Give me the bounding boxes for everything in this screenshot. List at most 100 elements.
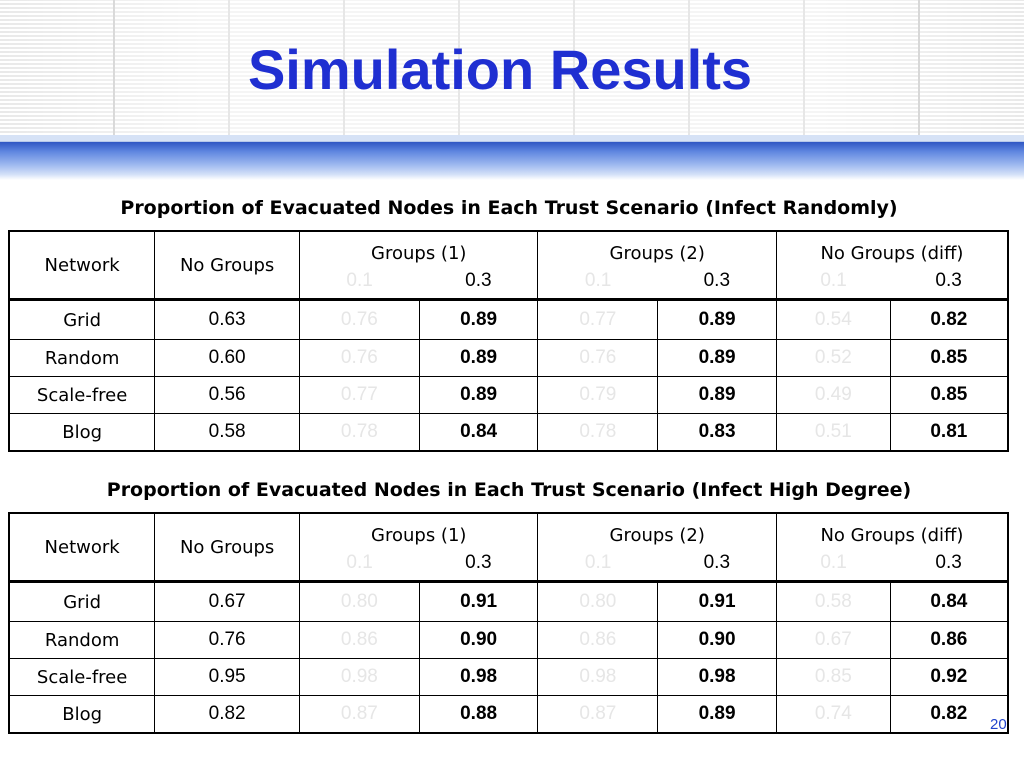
cell-no-groups: 0.95 xyxy=(154,658,300,696)
header-divider-light xyxy=(0,135,1024,142)
cell-no-groups: 0.63 xyxy=(154,298,300,340)
table-row: Blog 0.58 0.78 0.84 0.78 0.83 0.51 0.81 xyxy=(8,413,1009,452)
subheader-0.3: 0.3 xyxy=(419,264,539,300)
cell-groups1-0.3: 0.90 xyxy=(418,621,539,659)
table2-caption: Proportion of Evacuated Nodes in Each Tr… xyxy=(106,479,912,501)
cell-groups1-0.1: 0.76 xyxy=(299,298,420,340)
header-network: Network xyxy=(8,230,156,300)
table-row: Random 0.76 0.86 0.90 0.86 0.90 0.67 0.8… xyxy=(8,621,1009,659)
cell-diff-0.3: 0.81 xyxy=(889,413,1009,452)
cell-groups1-0.3: 0.89 xyxy=(418,376,539,414)
cell-groups1-0.1: 0.78 xyxy=(299,413,420,452)
subheader-0.1: 0.1 xyxy=(299,546,420,582)
cell-diff-0.3: 0.82 xyxy=(889,298,1009,340)
cell-groups1-0.3: 0.84 xyxy=(418,413,539,452)
cell-network: Scale-free xyxy=(8,376,156,414)
cell-no-groups: 0.58 xyxy=(154,413,300,452)
cell-network: Grid xyxy=(8,580,156,622)
table-row: Grid 0.63 0.76 0.89 0.77 0.89 0.54 0.82 xyxy=(8,298,1009,340)
subheader-0.1: 0.1 xyxy=(537,264,658,300)
header-divider-blue-band xyxy=(0,142,1024,180)
cell-groups1-0.3: 0.91 xyxy=(418,580,539,622)
subheader-0.3: 0.3 xyxy=(657,546,777,582)
cell-no-groups: 0.60 xyxy=(154,339,300,377)
cell-groups1-0.3: 0.89 xyxy=(418,298,539,340)
cell-diff-0.1: 0.54 xyxy=(775,298,891,340)
table-row: Grid 0.67 0.80 0.91 0.80 0.91 0.58 0.84 xyxy=(8,580,1009,622)
table-row: Scale-free 0.56 0.77 0.89 0.79 0.89 0.49… xyxy=(8,376,1009,414)
subheader-0.3: 0.3 xyxy=(890,546,1009,582)
cell-groups2-0.1: 0.80 xyxy=(537,580,659,622)
cell-network: Random xyxy=(8,339,156,377)
table-row: Scale-free 0.95 0.98 0.98 0.98 0.98 0.85… xyxy=(8,658,1009,696)
cell-no-groups: 0.82 xyxy=(154,695,300,734)
cell-diff-0.3: 0.85 xyxy=(889,376,1009,414)
cell-groups2-0.3: 0.90 xyxy=(657,621,777,659)
table2-infect-high-degree: Network No Groups Groups (1) Groups (2) … xyxy=(8,512,1009,734)
cell-diff-0.1: 0.74 xyxy=(775,695,891,734)
header-groups-1: Groups (1) xyxy=(298,512,539,546)
header-no-groups: No Groups xyxy=(154,512,300,582)
cell-groups2-0.1: 0.86 xyxy=(537,621,659,659)
cell-groups2-0.3: 0.89 xyxy=(657,376,777,414)
cell-groups2-0.1: 0.87 xyxy=(537,695,659,734)
cell-groups1-0.3: 0.98 xyxy=(418,658,539,696)
table1-caption: Proportion of Evacuated Nodes in Each Tr… xyxy=(120,197,898,219)
subheader-0.3: 0.3 xyxy=(657,264,777,300)
subheader-0.1: 0.1 xyxy=(775,264,891,300)
cell-groups2-0.1: 0.76 xyxy=(537,339,659,377)
subheader-0.1: 0.1 xyxy=(299,264,420,300)
cell-diff-0.1: 0.52 xyxy=(775,339,891,377)
slide-title: Simulation Results xyxy=(247,38,753,101)
cell-groups1-0.3: 0.89 xyxy=(418,339,539,377)
subheader-0.1: 0.1 xyxy=(775,546,891,582)
table1-header-row: Network No Groups Groups (1) Groups (2) … xyxy=(8,230,1009,300)
header-groups-1: Groups (1) xyxy=(298,230,539,264)
header-no-groups-diff: No Groups (diff) xyxy=(775,230,1009,264)
header-no-groups-diff: No Groups (diff) xyxy=(775,512,1009,546)
cell-diff-0.3: 0.82 xyxy=(889,695,1009,734)
cell-network: Grid xyxy=(8,298,156,340)
cell-no-groups: 0.67 xyxy=(154,580,300,622)
table-row: Blog 0.82 0.87 0.88 0.87 0.89 0.74 0.82 xyxy=(8,695,1009,734)
cell-diff-0.3: 0.84 xyxy=(889,580,1009,622)
cell-no-groups: 0.56 xyxy=(154,376,300,414)
cell-groups2-0.3: 0.89 xyxy=(657,695,777,734)
table-row: Random 0.60 0.76 0.89 0.76 0.89 0.52 0.8… xyxy=(8,339,1009,377)
cell-groups2-0.3: 0.89 xyxy=(657,339,777,377)
cell-diff-0.1: 0.51 xyxy=(775,413,891,452)
cell-network: Blog xyxy=(8,695,156,734)
cell-groups1-0.1: 0.80 xyxy=(299,580,420,622)
cell-diff-0.3: 0.86 xyxy=(889,621,1009,659)
cell-groups2-0.3: 0.83 xyxy=(657,413,777,452)
subheader-0.1: 0.1 xyxy=(537,546,658,582)
table2-header-row: Network No Groups Groups (1) Groups (2) … xyxy=(8,512,1009,582)
cell-groups1-0.1: 0.87 xyxy=(299,695,420,734)
cell-groups2-0.3: 0.89 xyxy=(657,298,777,340)
cell-diff-0.3: 0.85 xyxy=(889,339,1009,377)
page-number: 20 xyxy=(990,716,1007,733)
header-network: Network xyxy=(8,512,156,582)
cell-diff-0.3: 0.92 xyxy=(889,658,1009,696)
cell-network: Scale-free xyxy=(8,658,156,696)
table1-subheader-row: 0.1 0.3 0.1 0.3 0.1 0.3 xyxy=(9,264,1009,300)
header-no-groups: No Groups xyxy=(154,230,300,300)
cell-diff-0.1: 0.49 xyxy=(775,376,891,414)
cell-groups1-0.1: 0.77 xyxy=(299,376,420,414)
cell-diff-0.1: 0.67 xyxy=(775,621,891,659)
cell-groups2-0.1: 0.98 xyxy=(537,658,659,696)
cell-groups2-0.1: 0.78 xyxy=(537,413,659,452)
table1-infect-randomly: Network No Groups Groups (1) Groups (2) … xyxy=(8,230,1009,452)
header-groups-2: Groups (2) xyxy=(537,230,777,264)
cell-groups2-0.3: 0.98 xyxy=(657,658,777,696)
cell-network: Random xyxy=(8,621,156,659)
subheader-0.3: 0.3 xyxy=(890,264,1009,300)
cell-groups1-0.3: 0.88 xyxy=(418,695,539,734)
cell-groups1-0.1: 0.98 xyxy=(299,658,420,696)
cell-no-groups: 0.76 xyxy=(154,621,300,659)
header-fade-overlay xyxy=(0,0,1024,135)
cell-groups1-0.1: 0.86 xyxy=(299,621,420,659)
cell-groups1-0.1: 0.76 xyxy=(299,339,420,377)
cell-network: Blog xyxy=(8,413,156,452)
header-groups-2: Groups (2) xyxy=(537,512,777,546)
